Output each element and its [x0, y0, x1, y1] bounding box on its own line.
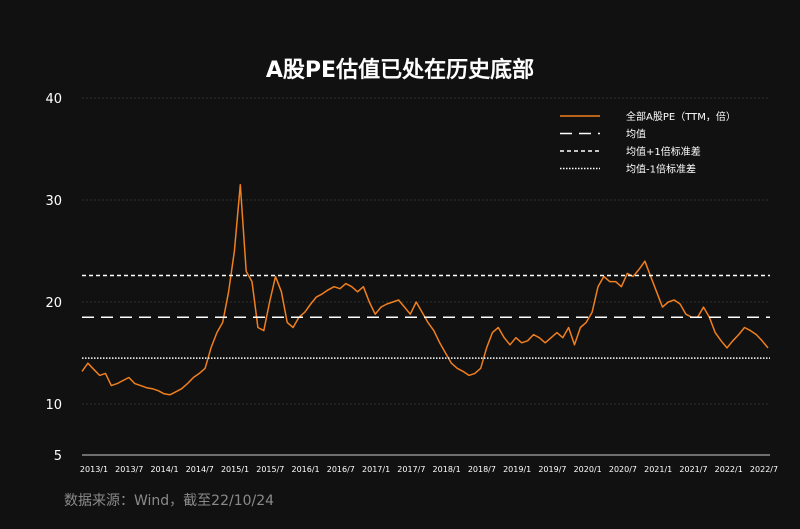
- x-tick-label: 2014/7: [186, 465, 214, 474]
- chart-title: A股PE估值已处在历史底部: [265, 58, 535, 83]
- y-tick-label: 40: [45, 92, 62, 107]
- x-tick-label: 2015/7: [256, 465, 284, 474]
- x-tick-label: 2022/1: [715, 465, 743, 474]
- y-tick-label: 30: [45, 194, 62, 209]
- x-tick-label: 2018/7: [468, 465, 496, 474]
- x-tick-label: 2018/1: [433, 465, 461, 474]
- x-tick-label: 2016/7: [327, 465, 355, 474]
- y-tick-label: 5: [54, 449, 62, 464]
- legend-label: 均值+1倍标准差: [626, 145, 701, 158]
- data-source-note: 数据来源：Wind，截至22/10/24: [64, 493, 275, 509]
- x-tick-label: 2017/1: [362, 465, 390, 474]
- x-tick-label: 2014/1: [150, 465, 178, 474]
- x-tick-label: 2022/7: [750, 465, 778, 474]
- y-tick-label: 20: [45, 296, 62, 311]
- x-tick-label: 2020/1: [574, 465, 602, 474]
- x-tick-label: 2016/1: [292, 465, 320, 474]
- x-tick-label: 2020/7: [609, 465, 637, 474]
- x-tick-label: 2019/1: [503, 465, 531, 474]
- legend-label: 均值: [626, 128, 646, 141]
- pe-series-line: [81, 183, 769, 396]
- x-tick-label: 2017/7: [397, 465, 425, 474]
- x-tick-label: 2015/1: [221, 465, 249, 474]
- legend-label: 均值-1倍标准差: [626, 163, 696, 176]
- x-tick-label: 2013/1: [80, 465, 108, 474]
- x-tick-label: 2021/1: [644, 465, 672, 474]
- y-tick-label: 10: [45, 398, 62, 413]
- legend-label: 全部A股PE（TTM，倍）: [626, 110, 736, 123]
- x-tick-label: 2019/7: [538, 465, 566, 474]
- x-tick-label: 2013/7: [115, 465, 143, 474]
- x-tick-label: 2021/7: [679, 465, 707, 474]
